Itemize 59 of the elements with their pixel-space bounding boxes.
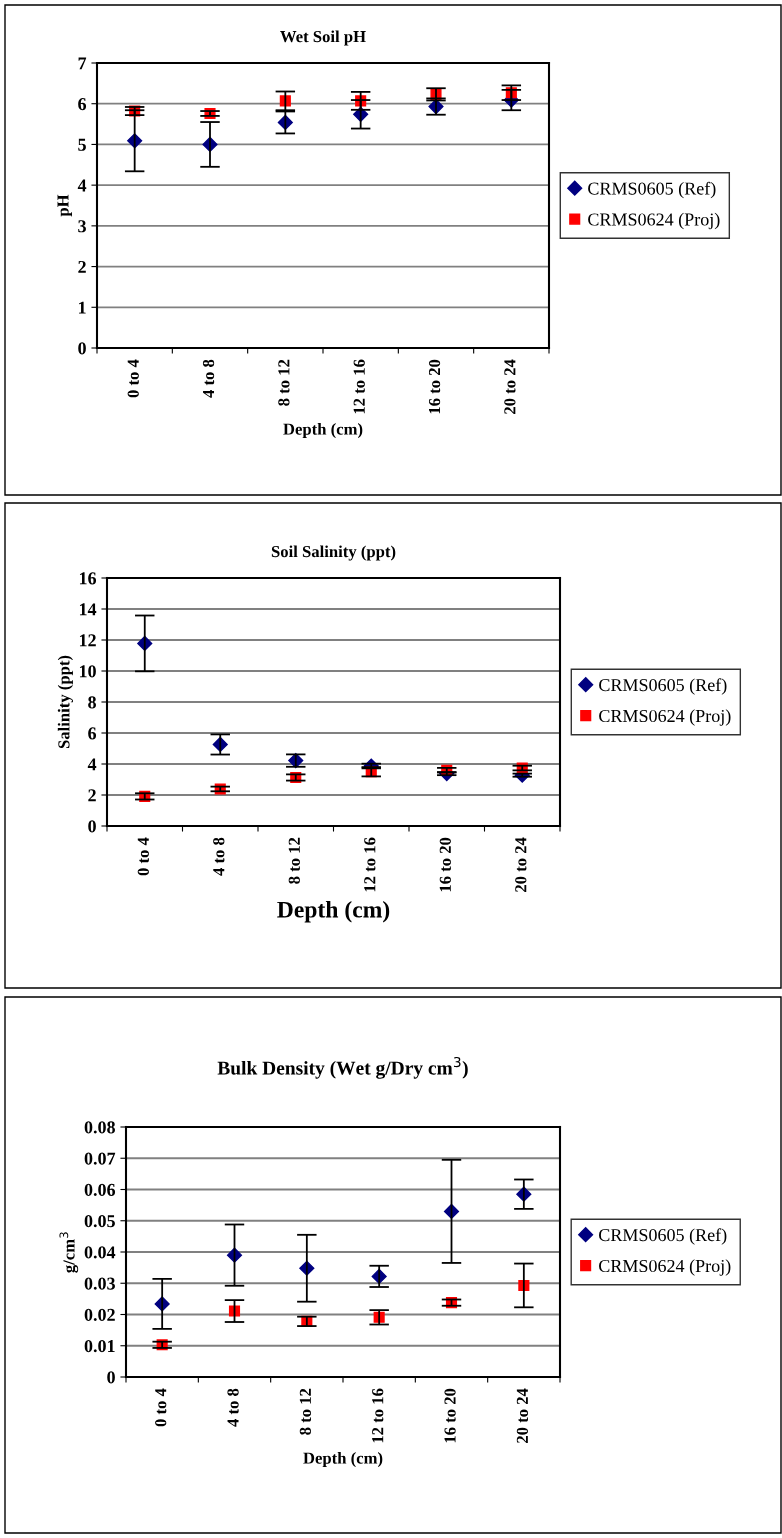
legend-label: CRMS0605 (Ref) (599, 678, 727, 695)
y-tick-label: 0.07 (84, 1152, 116, 1165)
y-tick-label: 14 (79, 603, 97, 616)
y-tick-label: 16 (79, 572, 97, 585)
x-tick-label: 8 to 12 (299, 1388, 312, 1435)
x-tick-label: 0 to 4 (155, 1388, 167, 1427)
legend-label: CRMS0624 (Proj) (588, 212, 720, 230)
y-axis-title: Salinity (ppt) (57, 655, 73, 749)
x-tick-label: 20 to 24 (516, 1388, 529, 1443)
x-axis-title: Depth (cm) (283, 422, 363, 439)
y-tick-label: 5 (78, 138, 86, 151)
y-tick-label: 0.03 (84, 1277, 115, 1290)
x-tick-label: 4 to 8 (227, 1388, 239, 1427)
y-tick-label: 4 (87, 758, 97, 771)
x-tick-label: 16 to 20 (428, 359, 441, 414)
x-axis-title: Depth (cm) (277, 900, 390, 923)
x-tick-label: 12 to 16 (353, 359, 365, 414)
legend-label: CRMS0605 (Ref) (588, 181, 716, 199)
y-axis-title: pH (57, 194, 72, 217)
y-tick-label: 0.01 (84, 1340, 115, 1353)
chart-title: Soil Salinity (ppt) (271, 545, 396, 561)
x-tick-label: 0 to 4 (137, 837, 149, 876)
y-tick-label: 8 (88, 696, 96, 709)
x-tick-label: 16 to 20 (444, 1388, 456, 1443)
y-tick-label: 2 (88, 789, 96, 802)
x-tick-label: 12 to 16 (372, 1388, 384, 1443)
y-tick-label: 0.02 (84, 1308, 115, 1322)
y-tick-label: 7 (78, 57, 87, 70)
y-tick-label: 6 (78, 98, 87, 111)
x-tick-label: 0 to 4 (127, 359, 139, 398)
x-tick-label: 20 to 24 (504, 359, 516, 414)
x-tick-label: 8 to 12 (288, 837, 300, 884)
x-tick-label: 16 to 20 (439, 837, 451, 892)
y-tick-label: 0 (107, 1371, 115, 1384)
legend-label: CRMS0624 (Proj) (599, 709, 731, 726)
x-tick-label: 4 to 8 (202, 359, 215, 398)
x-tick-label: 8 to 12 (278, 359, 290, 406)
y-tick-label: 4 (77, 179, 87, 192)
y-axis-title: g/cm$^{3}$ (59, 1232, 79, 1273)
chart-title: Wet Soil pH (280, 30, 366, 46)
x-tick-label: 12 to 16 (364, 837, 376, 892)
y-tick-label: 1 (79, 301, 86, 314)
y-tick-label: 0.05 (84, 1215, 115, 1228)
y-tick-label: 10 (79, 665, 96, 678)
legend-label: CRMS0605 (Ref) (599, 1228, 727, 1245)
chart-title: Bulk Density (Wet g/Dry cm$^{3}$) (217, 1056, 468, 1079)
y-tick-label: 0 (78, 342, 86, 355)
x-axis-title: Depth (cm) (303, 1451, 383, 1468)
y-tick-label: 12 (79, 634, 96, 647)
y-tick-label: 0 (88, 820, 96, 833)
y-tick-label: 2 (78, 260, 86, 273)
x-tick-label: 4 to 8 (213, 837, 225, 876)
y-tick-label: 0.08 (84, 1121, 115, 1134)
x-tick-label: 20 to 24 (515, 837, 527, 892)
y-tick-label: 0.04 (84, 1246, 116, 1259)
y-tick-label: 3 (78, 220, 86, 233)
y-tick-label: 6 (88, 727, 97, 740)
y-tick-label: 0.06 (84, 1183, 116, 1197)
legend-label: CRMS0624 (Proj) (599, 1259, 731, 1276)
